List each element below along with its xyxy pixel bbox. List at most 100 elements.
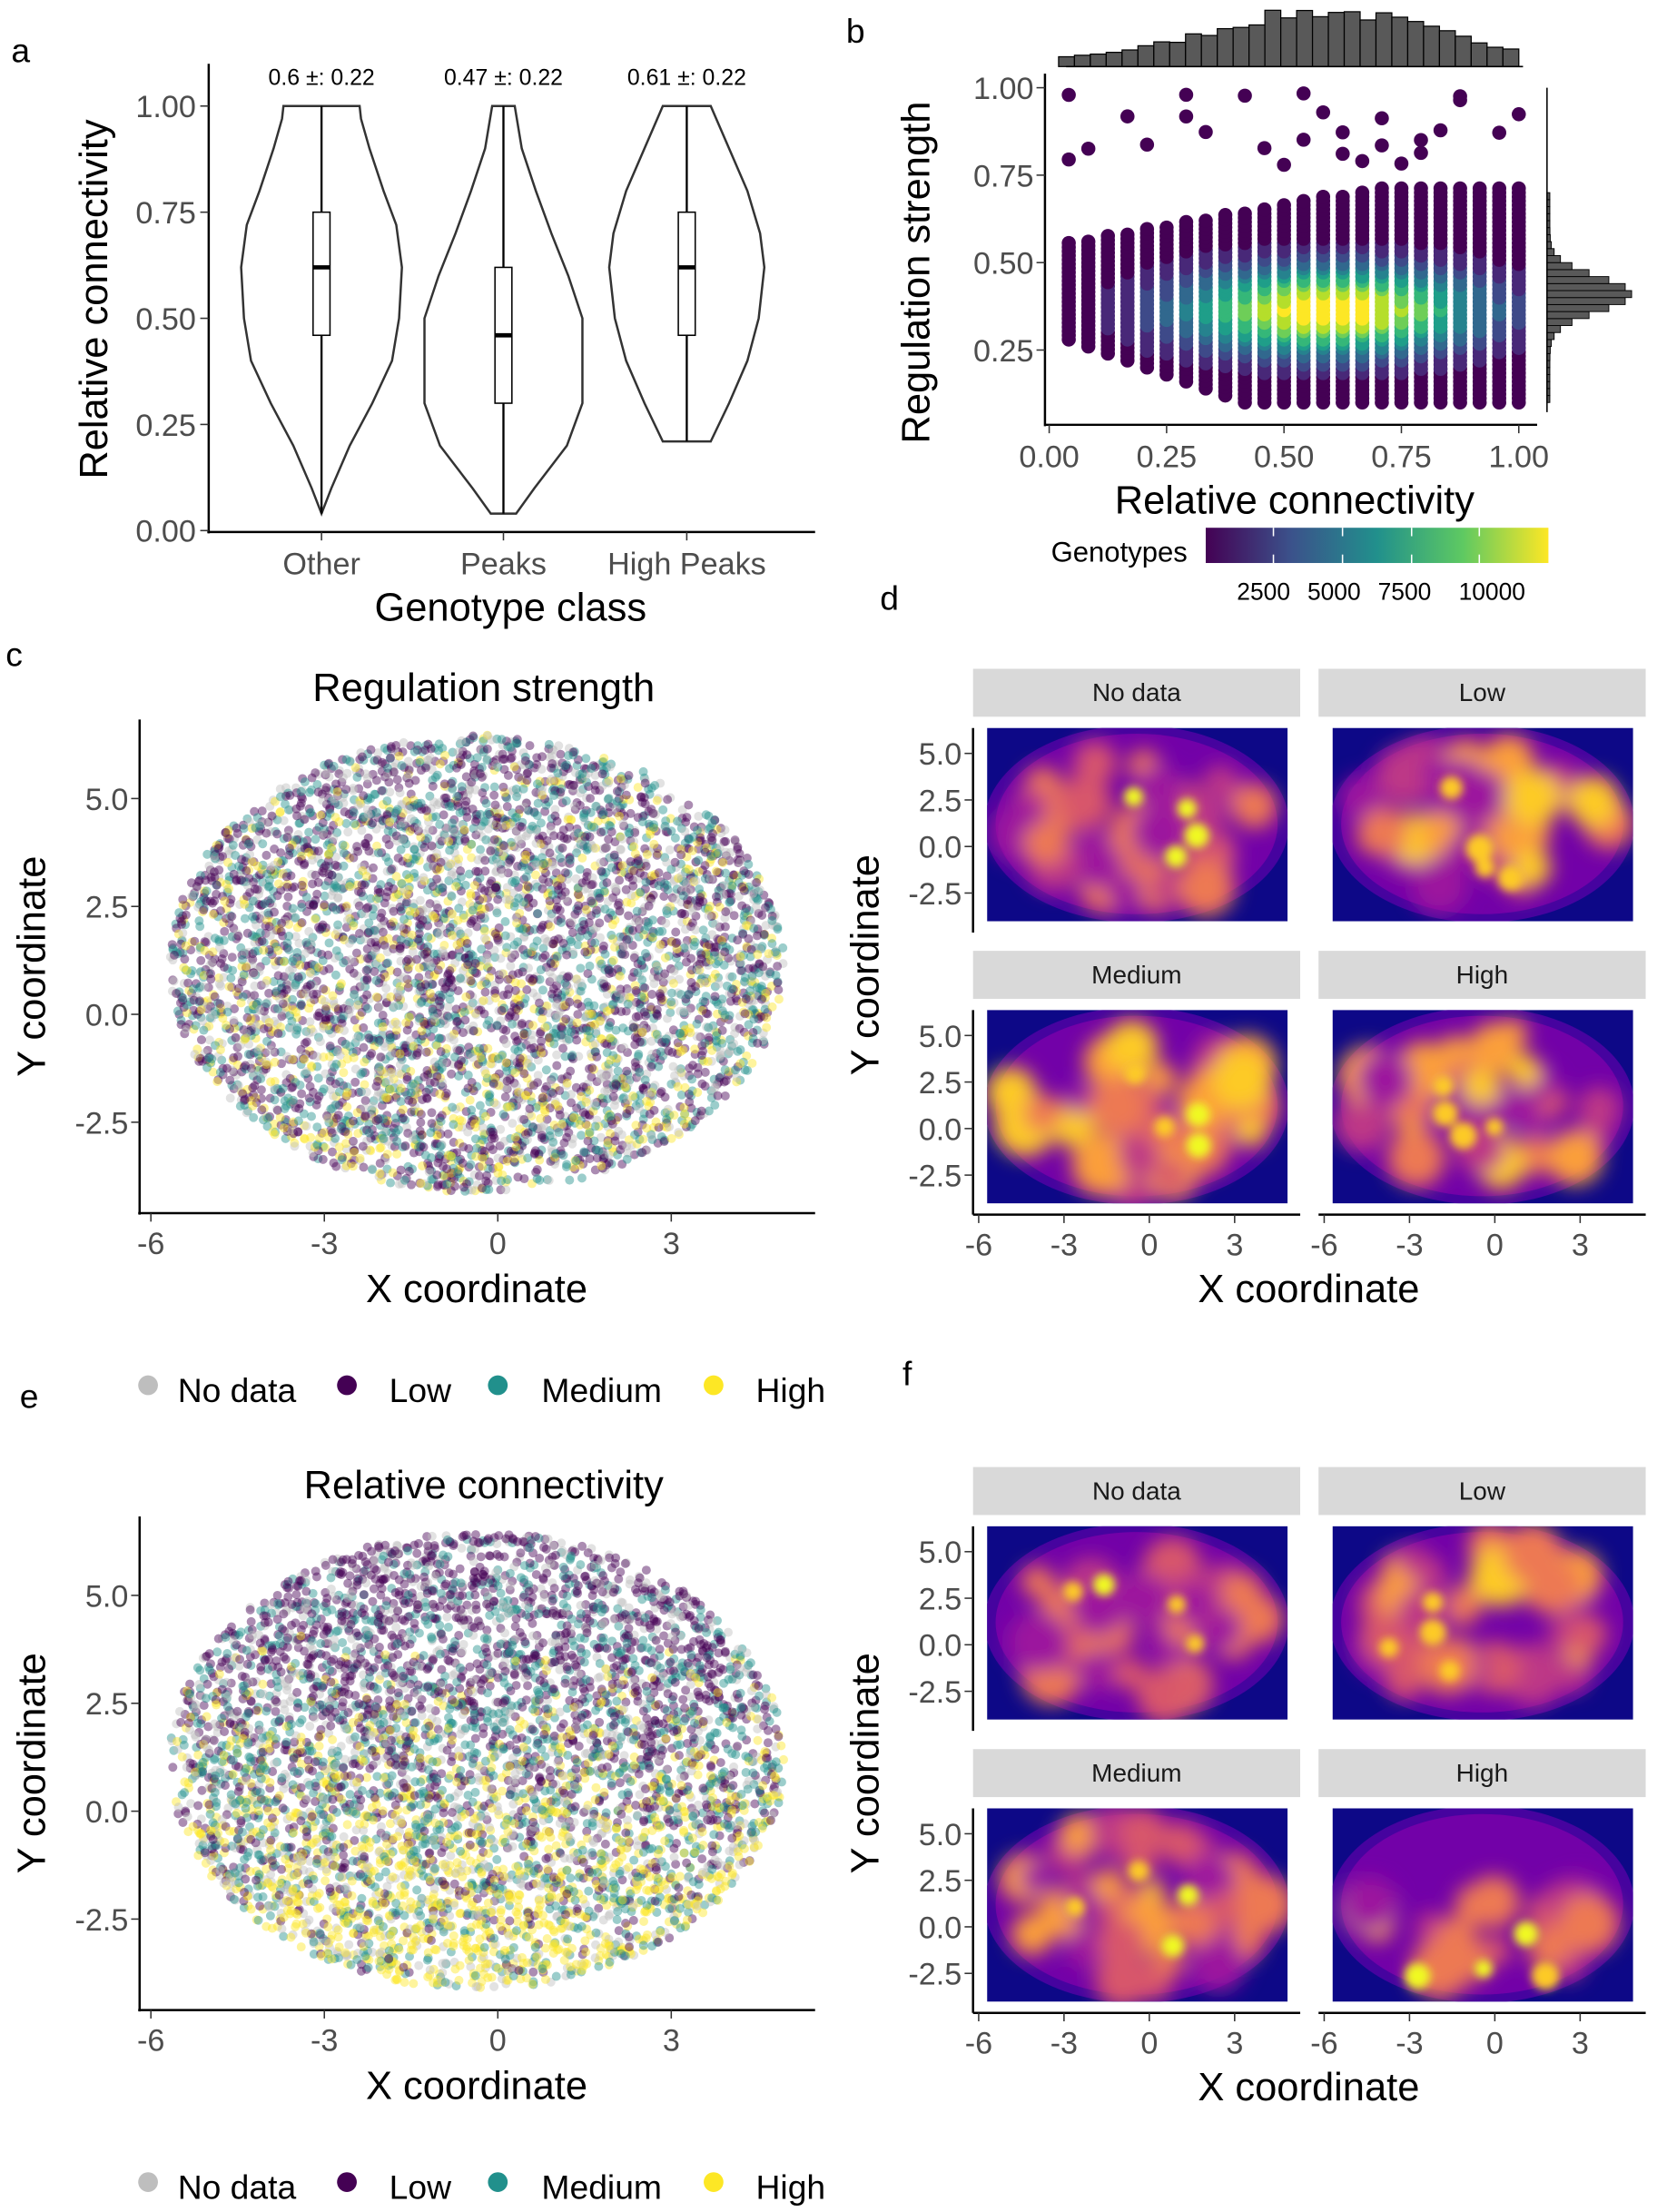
- scatter-point: [532, 936, 542, 946]
- scatter-point: [682, 813, 692, 823]
- outlier-point: [1453, 93, 1467, 108]
- histogram-bar: [1438, 30, 1456, 67]
- scatter-point: [586, 794, 596, 804]
- scatter-point: [508, 970, 518, 980]
- scatter-point: [331, 1113, 341, 1123]
- scatter-point: [1472, 181, 1487, 196]
- y-tick-label: 0.00: [135, 515, 195, 549]
- scatter-point: [698, 925, 708, 935]
- scatter-point: [476, 1053, 486, 1063]
- histogram-bar: [1546, 297, 1626, 305]
- scatter-point: [544, 739, 554, 749]
- scatter-point: [1159, 220, 1174, 235]
- histogram-bar: [1073, 54, 1091, 67]
- scatter-point: [1139, 222, 1155, 236]
- scatter-point: [546, 922, 556, 932]
- scatter-point: [552, 1011, 562, 1021]
- scatter-point: [258, 839, 268, 849]
- outlier-point: [1414, 133, 1428, 148]
- scatter-point: [1080, 234, 1096, 249]
- scatter-points: [165, 730, 788, 1196]
- scatter-point: [624, 911, 634, 921]
- scatter-point: [318, 818, 328, 827]
- outlier-point: [1375, 111, 1389, 125]
- histogram-bar: [1546, 303, 1610, 312]
- scatter-point: [517, 1042, 527, 1052]
- scatter-point: [640, 949, 650, 958]
- histogram-bar: [1546, 255, 1562, 263]
- panel-label-e: e: [20, 1377, 39, 1415]
- scatter-point: [535, 998, 544, 1008]
- scatter-point: [224, 884, 234, 894]
- histogram-bar: [1200, 35, 1218, 67]
- scatter-point: [747, 1058, 757, 1068]
- scatter-point: [729, 911, 739, 921]
- scatter-point: [500, 1092, 510, 1102]
- x-tick-label: 0.50: [1254, 439, 1314, 474]
- histogram-bar: [1296, 9, 1314, 67]
- x-axis-title: Relative connectivity: [1115, 479, 1475, 523]
- scatter-point: [275, 807, 285, 817]
- scatter-point: [350, 1077, 360, 1087]
- scatter-point: [1277, 198, 1291, 212]
- violin-annotation: 0.47 ±: 0.22: [444, 65, 563, 90]
- scatter-point: [531, 838, 541, 848]
- scatter-point: [622, 1066, 632, 1076]
- scatter-point: [262, 1036, 272, 1046]
- scatter-point: [1198, 213, 1213, 228]
- scatter-point: [567, 937, 577, 947]
- y-tick-label: 1.00: [135, 90, 195, 124]
- scatter-point: [522, 775, 532, 785]
- scatter-point: [544, 1008, 554, 1018]
- scatter-point: [309, 900, 319, 910]
- scatter-point: [652, 850, 662, 860]
- histogram-bar: [1423, 25, 1441, 67]
- scatter-point: [368, 1165, 377, 1175]
- scatter-point: [364, 1128, 374, 1138]
- outlier-point: [1375, 138, 1389, 153]
- scatter-point: [330, 1062, 340, 1072]
- scatter-point: [301, 892, 311, 902]
- scatter-point: [465, 1095, 475, 1105]
- scatter-point: [528, 1021, 538, 1031]
- scatter-point: [293, 973, 303, 982]
- scatter-point: [1492, 181, 1507, 196]
- scatter-point: [427, 841, 437, 851]
- outlier-point: [1414, 145, 1428, 161]
- scatter-point: [485, 1141, 495, 1151]
- scatter-point: [541, 1065, 551, 1075]
- scatter-point: [762, 1022, 772, 1032]
- outlier-point: [1179, 109, 1194, 124]
- scatter-point: [475, 1101, 485, 1111]
- scatter-point: [730, 1029, 740, 1039]
- scatter-point: [567, 927, 577, 937]
- scatter-point: [396, 1097, 406, 1107]
- scatter-point: [233, 1052, 242, 1062]
- scatter-point: [565, 1175, 575, 1185]
- scatter-point: [261, 828, 271, 838]
- scatter-point: [478, 1122, 488, 1132]
- scatter-point: [1316, 190, 1331, 204]
- scatter-point: [613, 1066, 623, 1076]
- scatter-point: [212, 880, 222, 890]
- scatter-point: [320, 900, 330, 910]
- scatter-point: [711, 892, 721, 902]
- scatter-point: [393, 853, 403, 863]
- scatter-point: [340, 1127, 350, 1137]
- scatter-point: [538, 985, 547, 995]
- scatter-point: [665, 845, 675, 854]
- scatter-point: [1061, 235, 1076, 251]
- scatter-point: [720, 825, 730, 834]
- scatter-point: [663, 1104, 673, 1114]
- scatter-point: [423, 932, 433, 942]
- scatter-point: [498, 782, 508, 792]
- scatter-point: [610, 882, 620, 892]
- histogram-bar: [1153, 41, 1170, 67]
- outlier-point: [1492, 125, 1507, 140]
- histogram-bar: [1137, 44, 1155, 67]
- scatter-point: [392, 1149, 402, 1159]
- scatter-point: [514, 772, 524, 782]
- scatter-point: [406, 1088, 416, 1098]
- scatter-point: [447, 1069, 457, 1079]
- scatter-point: [343, 827, 353, 837]
